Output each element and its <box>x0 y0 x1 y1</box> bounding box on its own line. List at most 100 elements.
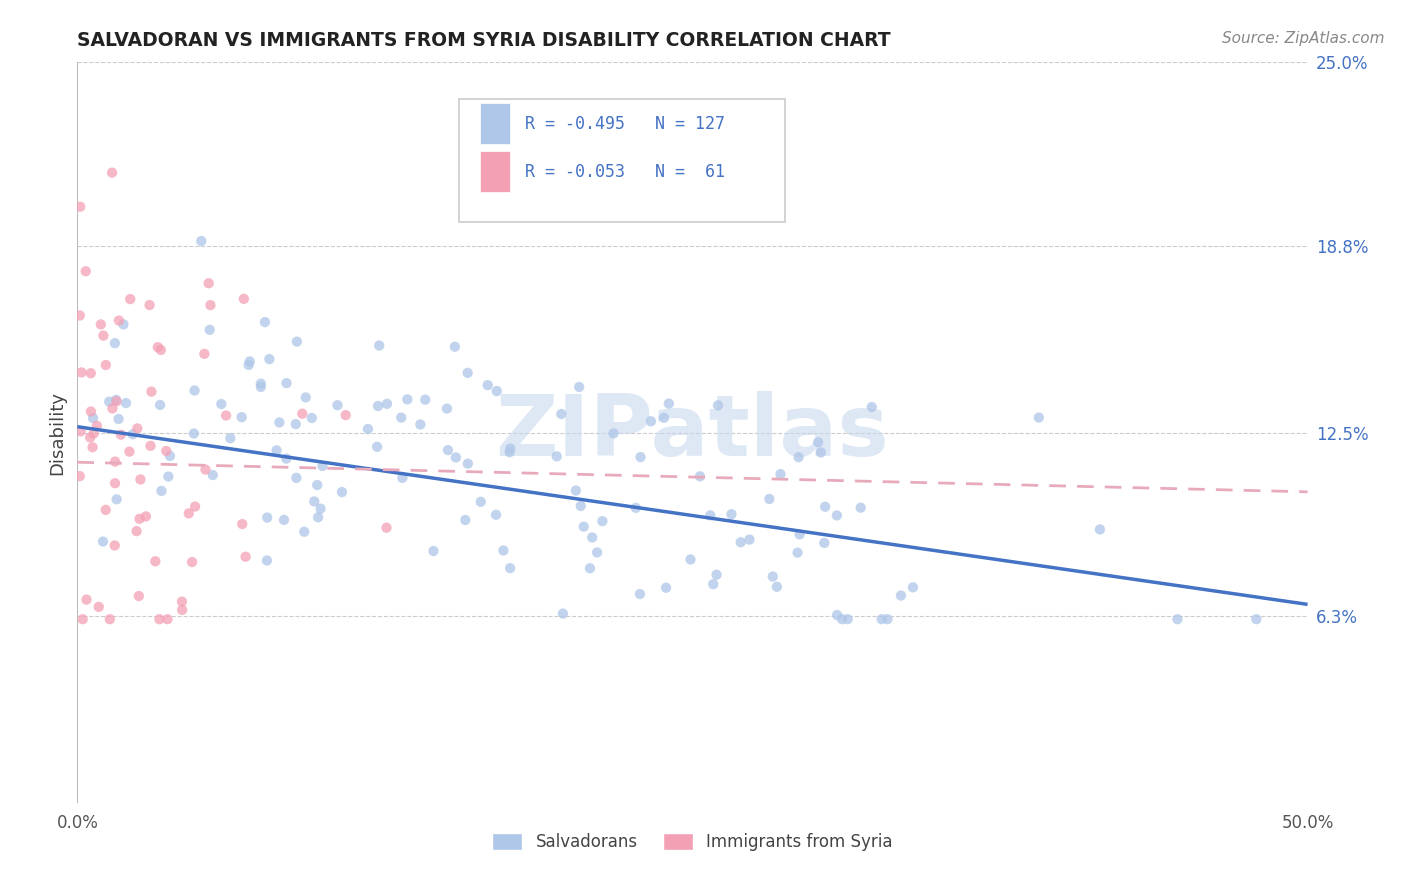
Point <box>79 430 101 444</box>
Point <box>150 483 173 498</box>
Text: SALVADORAN VS IMMIGRANTS FROM SYRIA DISABILITY CORRELATION CHART: SALVADORAN VS IMMIGRANTS FROM SYRIA DISA… <box>77 31 891 50</box>
Point <box>69 200 91 214</box>
Point <box>135 509 157 524</box>
Point <box>901 580 924 594</box>
Point <box>108 313 131 327</box>
Point <box>1088 523 1111 537</box>
Point <box>375 397 398 411</box>
Point <box>181 555 204 569</box>
Point <box>90 318 112 332</box>
Point <box>104 476 127 491</box>
Point <box>159 449 181 463</box>
Point <box>141 384 163 399</box>
Point <box>138 298 160 312</box>
Point <box>149 398 172 412</box>
Point <box>849 500 872 515</box>
Point <box>375 521 398 535</box>
Point <box>94 503 117 517</box>
Point <box>624 500 647 515</box>
Point <box>273 513 295 527</box>
Point <box>789 527 811 541</box>
Point <box>72 612 94 626</box>
Point <box>259 352 281 367</box>
Point <box>194 462 217 476</box>
Point <box>200 298 222 312</box>
Point <box>762 569 785 583</box>
Point <box>876 612 898 626</box>
Bar <box>479 152 510 192</box>
Point <box>76 592 98 607</box>
Point <box>235 549 257 564</box>
Point <box>738 533 761 547</box>
Point <box>825 508 848 523</box>
Point <box>128 512 150 526</box>
Point <box>250 380 273 394</box>
Point <box>699 508 721 523</box>
Point <box>146 340 169 354</box>
Point <box>591 514 613 528</box>
Point <box>197 277 219 291</box>
Text: R = -0.495   N = 127: R = -0.495 N = 127 <box>526 114 725 133</box>
Point <box>485 384 508 398</box>
Point <box>110 427 132 442</box>
Point <box>155 444 177 458</box>
Point <box>118 444 141 458</box>
Point <box>172 603 194 617</box>
Point <box>157 469 180 483</box>
Point <box>837 612 859 626</box>
Point <box>98 394 121 409</box>
Point <box>101 401 124 416</box>
Point <box>720 507 742 521</box>
Point <box>368 338 391 352</box>
Point <box>786 546 808 560</box>
Point <box>581 531 603 545</box>
Point <box>170 594 193 608</box>
Point <box>813 536 835 550</box>
Point <box>87 599 110 614</box>
Point <box>1246 612 1268 626</box>
Point <box>149 343 172 357</box>
Point <box>565 483 588 498</box>
Point <box>569 499 592 513</box>
Y-axis label: Disability: Disability <box>48 391 66 475</box>
Point <box>357 422 380 436</box>
Point <box>94 358 117 372</box>
Point <box>825 607 848 622</box>
Point <box>266 443 288 458</box>
Point <box>238 358 260 372</box>
Point <box>139 439 162 453</box>
Point <box>470 495 492 509</box>
Point <box>814 500 837 514</box>
Point <box>129 473 152 487</box>
Point <box>652 410 675 425</box>
Point <box>422 544 444 558</box>
Point <box>568 380 591 394</box>
Point <box>294 391 316 405</box>
Point <box>231 410 253 425</box>
Point <box>444 450 467 465</box>
Point <box>810 445 832 459</box>
Point <box>256 510 278 524</box>
Point <box>335 408 357 422</box>
Point <box>366 440 388 454</box>
Point <box>80 366 103 380</box>
Point <box>120 292 142 306</box>
Point <box>198 323 221 337</box>
Point <box>183 384 205 398</box>
Point <box>231 517 253 532</box>
Point <box>121 427 143 442</box>
Point <box>232 292 254 306</box>
Point <box>546 450 568 464</box>
Point <box>70 366 93 380</box>
Point <box>177 507 200 521</box>
Point <box>437 443 460 458</box>
Text: R = -0.053   N =  61: R = -0.053 N = 61 <box>526 162 725 181</box>
Point <box>702 577 724 591</box>
Point <box>807 435 830 450</box>
Legend: Salvadorans, Immigrants from Syria: Salvadorans, Immigrants from Syria <box>485 826 900 857</box>
Point <box>655 581 678 595</box>
Point <box>307 510 329 524</box>
Point <box>454 513 477 527</box>
Point <box>766 580 789 594</box>
Point <box>82 440 104 454</box>
